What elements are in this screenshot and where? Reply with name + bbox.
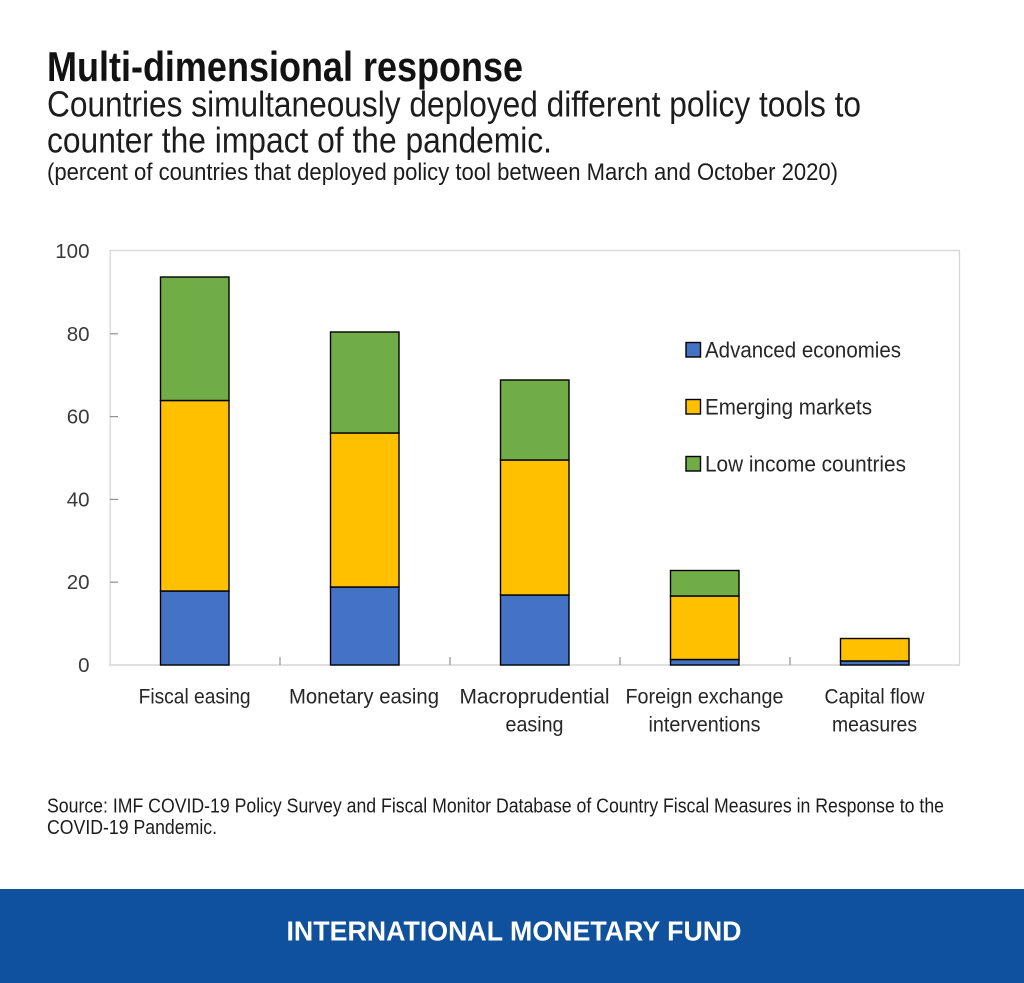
svg-text:40: 40 xyxy=(67,488,90,511)
svg-text:Capital flow: Capital flow xyxy=(825,685,926,708)
svg-text:INTERNATIONAL MONETARY FUND: INTERNATIONAL MONETARY FUND xyxy=(287,916,742,947)
svg-text:0: 0 xyxy=(78,654,89,677)
svg-text:Low income countries: Low income countries xyxy=(705,452,906,477)
svg-text:Source: IMF COVID-19 Policy Su: Source: IMF COVID-19 Policy Survey and F… xyxy=(47,795,944,818)
svg-text:COVID-19 Pandemic.: COVID-19 Pandemic. xyxy=(47,816,217,839)
svg-text:80: 80 xyxy=(67,323,90,346)
svg-text:Multi-dimensional response: Multi-dimensional response xyxy=(47,43,523,90)
svg-text:Fiscal easing: Fiscal easing xyxy=(139,685,251,708)
svg-text:Monetary easing: Monetary easing xyxy=(289,685,439,708)
svg-text:Macroprudential: Macroprudential xyxy=(460,685,610,708)
svg-text:(percent of countries that dep: (percent of countries that deployed poli… xyxy=(47,159,838,186)
svg-text:60: 60 xyxy=(67,406,90,429)
svg-text:interventions: interventions xyxy=(649,713,761,736)
svg-text:Countries simultaneously deplo: Countries simultaneously deployed differ… xyxy=(47,84,861,125)
svg-text:Foreign exchange: Foreign exchange xyxy=(626,685,784,708)
svg-text:easing: easing xyxy=(506,713,564,736)
svg-text:Advanced economies: Advanced economies xyxy=(705,338,901,363)
svg-text:counter the impact of the pand: counter the impact of the pandemic. xyxy=(47,120,552,161)
svg-text:100: 100 xyxy=(55,240,89,263)
svg-text:20: 20 xyxy=(67,571,90,594)
svg-text:measures: measures xyxy=(832,713,917,736)
svg-text:Emerging markets: Emerging markets xyxy=(705,395,872,420)
